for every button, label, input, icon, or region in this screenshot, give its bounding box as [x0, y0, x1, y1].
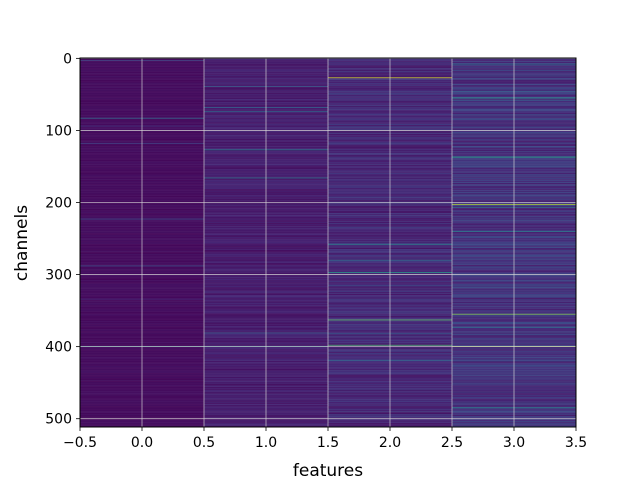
x-axis-label: features [293, 461, 363, 480]
x-axis-ticks: −0.5 0.0 0.5 1.0 1.5 2.0 2.5 3.0 3.5 [63, 427, 587, 451]
y-tick-label: 300 [45, 268, 72, 284]
x-tick-label: 2.0 [379, 435, 401, 451]
x-tick-label: 1.5 [317, 435, 339, 451]
x-tick-label: 3.0 [503, 435, 525, 451]
x-tick-label: 0.5 [193, 435, 215, 451]
y-tick-label: 500 [45, 412, 72, 428]
x-tick-label: 3.5 [565, 435, 587, 451]
y-axis-ticks: 0 100 200 300 400 500 [45, 51, 80, 428]
x-tick-label: 1.0 [255, 435, 277, 451]
y-tick-label: 100 [45, 123, 72, 139]
x-tick-label: −0.5 [63, 435, 97, 451]
y-axis-label: channels [12, 205, 32, 281]
y-tick-label: 0 [63, 51, 72, 67]
y-tick-label: 400 [45, 340, 72, 356]
y-tick-label: 200 [45, 196, 72, 212]
x-tick-label: 2.5 [441, 435, 463, 451]
x-tick-label: 0.0 [131, 435, 153, 451]
